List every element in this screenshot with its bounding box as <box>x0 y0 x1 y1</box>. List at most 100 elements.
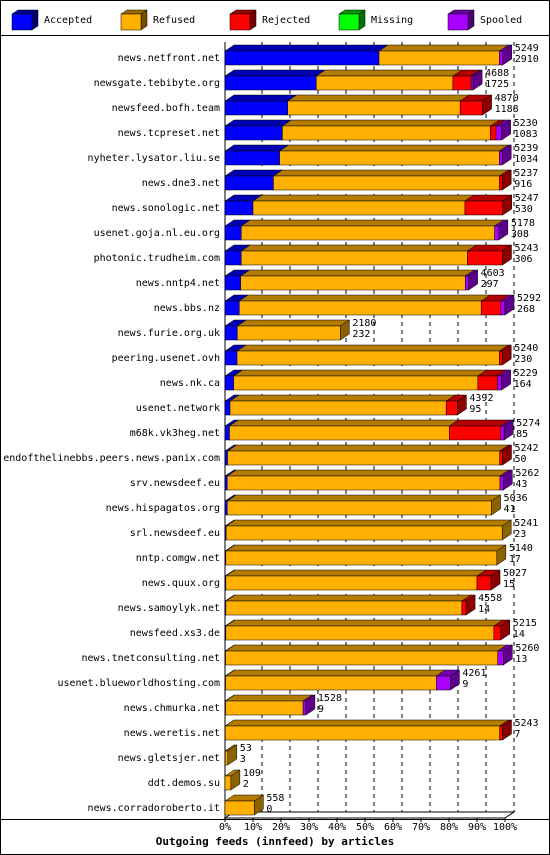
x-tick-label: 100% <box>493 822 517 833</box>
bar <box>239 300 482 316</box>
legend-swatch <box>338 13 360 31</box>
x-tick-label: 40% <box>328 822 346 833</box>
accepted-label: 916 <box>514 179 532 190</box>
bar-side <box>465 594 476 616</box>
y-tick-label: news.dne3.net <box>142 178 220 189</box>
bar-top <box>224 719 510 727</box>
accepted-label: 232 <box>352 329 370 340</box>
accepted-label: 14 <box>513 629 525 640</box>
bar <box>225 700 304 716</box>
bar <box>229 425 450 441</box>
bar <box>445 400 458 416</box>
accepted-label: 530 <box>515 204 533 215</box>
offered-label: 5292 <box>517 293 541 304</box>
bar <box>225 550 498 566</box>
accepted-label: 50 <box>514 454 526 465</box>
legend-label: Refused <box>153 15 195 26</box>
x-tick-label: 0% <box>219 822 231 833</box>
offered-label: 5262 <box>515 468 539 479</box>
bar <box>224 800 255 816</box>
bar <box>452 75 472 91</box>
offered-label: 5247 <box>515 193 539 204</box>
accepted-label: 0 <box>266 804 272 815</box>
bar-top <box>232 369 488 377</box>
offered-label: 5239 <box>514 143 538 154</box>
bar-top <box>278 144 510 152</box>
x-tick-label: 50% <box>356 822 374 833</box>
bar <box>449 425 502 441</box>
accepted-label: 1188 <box>495 104 519 115</box>
bar-side <box>504 294 515 316</box>
bar <box>227 450 500 466</box>
offered-label: 5241 <box>514 518 538 529</box>
y-tick-label: usenet.goja.nl.eu.org <box>94 228 220 239</box>
offered-label: 558 <box>266 793 284 804</box>
bar <box>224 100 288 116</box>
offered-label: 4558 <box>478 593 502 604</box>
bar-top <box>226 444 510 452</box>
bar <box>225 575 478 591</box>
bar <box>224 475 228 491</box>
accepted-label: 2910 <box>515 54 539 65</box>
bar-side <box>503 469 513 491</box>
bar <box>224 375 234 391</box>
bar <box>226 475 501 491</box>
offered-label: 5240 <box>514 343 538 354</box>
bar-side <box>340 319 350 341</box>
bar <box>225 725 500 741</box>
accepted-label: 15 <box>503 579 515 590</box>
bar <box>224 50 380 66</box>
x-tick-label: 10% <box>244 822 262 833</box>
y-tick-label: news.samoylyk.net <box>118 603 220 614</box>
y-tick-label: news.hispagatos.org <box>106 503 220 514</box>
offered-label: 5230 <box>514 118 538 129</box>
bar-side <box>490 569 501 591</box>
accepted-label: 297 <box>481 279 499 290</box>
bar-side <box>468 269 478 291</box>
bar <box>224 300 240 316</box>
bar <box>490 125 497 141</box>
bar-top <box>252 194 475 202</box>
y-tick-label: news.sonologic.net <box>112 203 220 214</box>
legend-label: Rejected <box>262 15 310 26</box>
bar-side <box>503 644 513 666</box>
bar <box>224 775 232 791</box>
offered-label: 5215 <box>513 618 537 629</box>
legend-swatch <box>229 13 251 31</box>
bar-top <box>224 69 327 77</box>
bar-side <box>498 219 509 241</box>
y-tick-label: news.bbs.nz <box>154 303 220 314</box>
chart-title: Outgoing feeds (innfeed) by articles <box>156 835 394 848</box>
bar-top <box>240 244 478 252</box>
bar <box>494 225 500 241</box>
bar <box>226 500 492 516</box>
y-tick-label: endofthelinebbs.peers.news.panix.com <box>3 453 220 464</box>
accepted-label: 308 <box>511 229 529 240</box>
x-tick-label: 70% <box>412 822 430 833</box>
y-tick-label: srv.newsdeef.eu <box>130 478 220 489</box>
accepted-label: 1725 <box>485 79 509 90</box>
bar <box>224 75 317 91</box>
bar-top <box>224 44 389 52</box>
bar-top <box>315 69 463 77</box>
bar <box>229 400 447 416</box>
accepted-label: 14 <box>478 604 490 615</box>
offered-label: 1528 <box>318 693 342 704</box>
legend-swatch <box>11 13 33 31</box>
accepted-label: 7 <box>514 729 520 740</box>
y-tick-label: news.weretis.net <box>124 728 220 739</box>
y-tick-label: photonic.trudheim.com <box>94 253 220 264</box>
offered-label: 5140 <box>509 543 533 554</box>
bar <box>476 575 492 591</box>
x-tick-label: 60% <box>384 822 402 833</box>
bar-top <box>228 419 460 427</box>
bar <box>378 50 500 66</box>
bar <box>464 200 504 216</box>
bar <box>499 475 504 491</box>
bar <box>464 275 469 291</box>
bar-top <box>226 494 502 502</box>
accepted-label: 9 <box>462 679 468 690</box>
bar-side <box>502 194 513 216</box>
y-tick-label: newsfeed.bofh.team <box>112 103 220 114</box>
y-tick-label: m68k.vk3heg.net <box>130 428 220 439</box>
